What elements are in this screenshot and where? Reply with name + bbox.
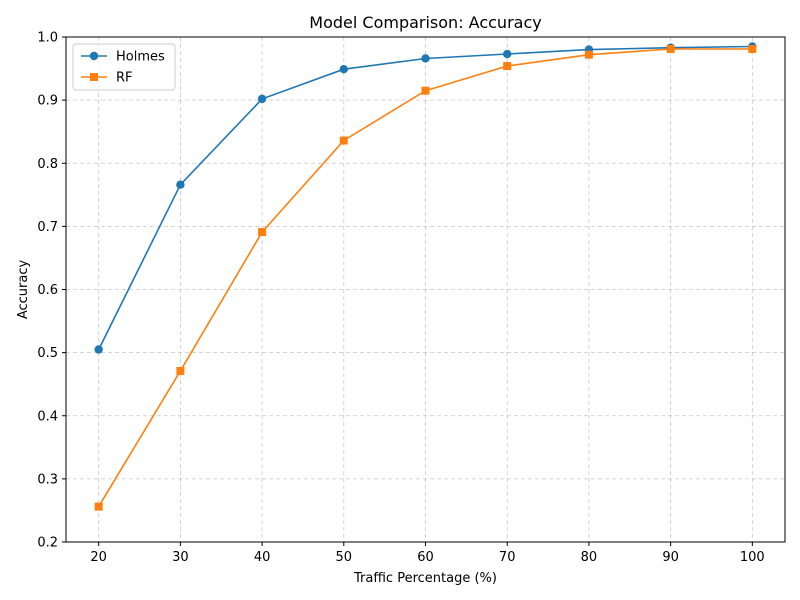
y-tick-label: 0.7	[37, 220, 58, 235]
y-tick-label: 0.8	[37, 157, 58, 172]
y-tick-label: 0.4	[37, 409, 58, 424]
data-point	[258, 228, 267, 237]
data-point	[94, 345, 103, 354]
x-axis-ticks: 20 30 40 50 60 70 80 90 100	[90, 542, 765, 565]
data-point	[503, 62, 512, 71]
chart-title: Model Comparison: Accuracy	[309, 13, 541, 32]
x-tick-label: 100	[740, 550, 765, 565]
data-point	[666, 44, 675, 53]
series-layer	[94, 42, 757, 511]
legend-marker	[90, 73, 98, 81]
x-tick-label: 60	[417, 550, 434, 565]
x-tick-label: 80	[581, 550, 598, 565]
x-axis-title: Traffic Percentage (%)	[353, 571, 497, 586]
data-point	[339, 64, 348, 74]
x-tick-label: 30	[172, 550, 189, 565]
y-axis-ticks: 0.2 0.3 0.4 0.5 0.6 0.7 0.8 0.9 1.0	[37, 31, 66, 551]
x-tick-label: 20	[90, 550, 107, 565]
data-point	[94, 502, 103, 511]
x-tick-label: 40	[254, 550, 271, 565]
x-tick-label: 70	[499, 550, 516, 565]
legend-item: RF	[81, 71, 133, 86]
data-point	[421, 54, 430, 63]
legend-marker	[89, 51, 99, 61]
legend-item: Holmes	[81, 50, 165, 65]
data-point	[584, 50, 593, 59]
y-axis-title: Accuracy	[16, 260, 31, 320]
x-tick-label: 90	[662, 550, 679, 565]
series-rf	[94, 44, 757, 511]
y-tick-label: 1.0	[37, 31, 58, 46]
data-point	[339, 136, 348, 145]
y-tick-label: 0.9	[37, 94, 58, 109]
y-tick-label: 0.3	[37, 472, 58, 487]
data-point	[176, 366, 185, 375]
data-point	[421, 86, 430, 95]
data-point	[257, 94, 267, 104]
y-tick-label: 0.6	[37, 283, 58, 298]
legend-label: RF	[116, 71, 133, 86]
data-point	[748, 44, 757, 53]
y-tick-label: 0.5	[37, 346, 58, 361]
data-point	[176, 180, 185, 189]
data-point	[503, 49, 512, 59]
x-tick-label: 50	[336, 550, 353, 565]
y-tick-label: 0.2	[37, 536, 58, 551]
legend: Holmes RF	[72, 43, 176, 91]
legend-label: Holmes	[116, 50, 165, 65]
